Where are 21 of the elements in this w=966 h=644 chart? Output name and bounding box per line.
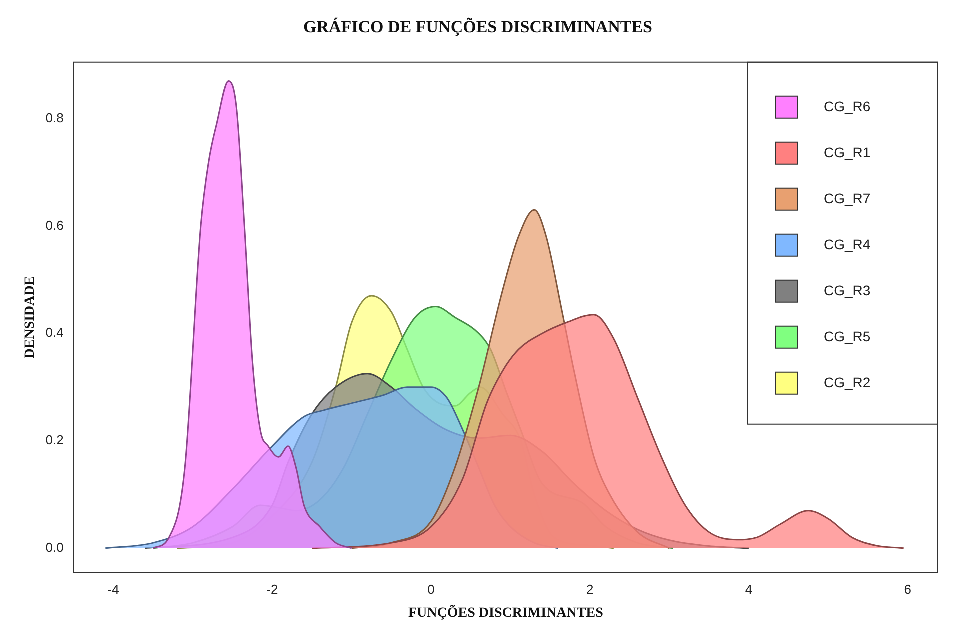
y-tick-label: 0.0 [46, 540, 64, 556]
legend-label: CG_R2 [824, 374, 871, 390]
legend-label: CG_R7 [824, 190, 871, 206]
x-axis-title: FUNÇÕES DISCRIMINANTES [408, 604, 604, 622]
x-tick-label: 0 [428, 582, 435, 597]
y-tick-label: 0.2 [46, 432, 64, 448]
chart-title: GRÁFICO DE FUNÇÕES DISCRIMINANTES [303, 18, 653, 37]
y-tick-label: 0.6 [46, 218, 64, 233]
x-tick-label: -4 [108, 582, 120, 597]
x-tick-label: -2 [266, 582, 278, 597]
legend-label: CG_R5 [824, 328, 871, 344]
legend-label: CG_R4 [824, 236, 871, 252]
legend-label: CG_R3 [824, 282, 871, 298]
legend-label: CG_R6 [824, 98, 871, 114]
y-tick-label: 0.8 [46, 110, 64, 126]
legend-label: CG_R1 [824, 144, 871, 160]
y-tick-label: 0.4 [46, 325, 64, 340]
x-tick-label: 6 [904, 582, 912, 597]
x-tick-label: 2 [586, 582, 594, 597]
x-tick-label: 4 [745, 582, 753, 597]
y-axis-title: DENSIDADE [23, 276, 38, 359]
